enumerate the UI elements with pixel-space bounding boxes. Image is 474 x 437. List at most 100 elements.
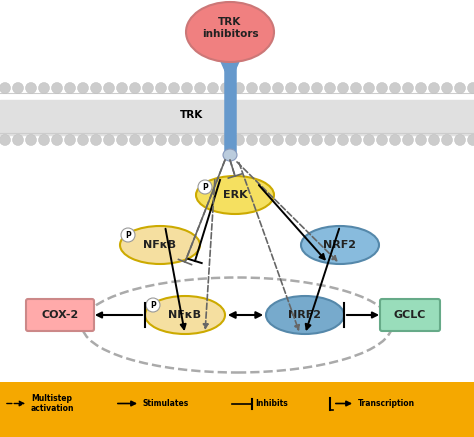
Circle shape [12, 83, 24, 94]
Circle shape [441, 83, 453, 94]
Circle shape [207, 21, 217, 31]
Circle shape [129, 83, 140, 94]
Circle shape [155, 135, 166, 146]
Circle shape [91, 83, 101, 94]
Circle shape [155, 83, 166, 94]
Circle shape [168, 135, 180, 146]
Circle shape [234, 135, 245, 146]
Text: P: P [202, 183, 208, 191]
Circle shape [12, 135, 24, 146]
Circle shape [220, 83, 231, 94]
Circle shape [26, 83, 36, 94]
Circle shape [350, 83, 362, 94]
Circle shape [52, 83, 63, 94]
Circle shape [325, 135, 336, 146]
Text: NFκB: NFκB [168, 310, 201, 320]
Circle shape [350, 135, 362, 146]
Circle shape [117, 83, 128, 94]
Circle shape [428, 83, 439, 94]
Text: Multistep
activation: Multistep activation [31, 394, 74, 413]
Circle shape [259, 135, 271, 146]
Circle shape [402, 83, 413, 94]
Circle shape [455, 135, 465, 146]
Circle shape [246, 83, 257, 94]
Bar [0, 382, 474, 437]
Circle shape [103, 135, 115, 146]
Text: COX-2: COX-2 [41, 310, 79, 320]
Ellipse shape [223, 149, 237, 161]
Circle shape [376, 135, 388, 146]
Circle shape [194, 135, 206, 146]
Circle shape [234, 83, 245, 94]
Circle shape [428, 135, 439, 146]
Circle shape [208, 135, 219, 146]
Circle shape [52, 135, 63, 146]
Text: Inhibits: Inhibits [255, 399, 288, 408]
Circle shape [182, 83, 192, 94]
Circle shape [390, 135, 401, 146]
Circle shape [0, 83, 10, 94]
Circle shape [26, 135, 36, 146]
Circle shape [208, 83, 219, 94]
Circle shape [194, 83, 206, 94]
Circle shape [143, 135, 154, 146]
Circle shape [121, 228, 135, 242]
Ellipse shape [145, 296, 225, 334]
Circle shape [273, 135, 283, 146]
Ellipse shape [186, 2, 274, 62]
Circle shape [182, 135, 192, 146]
Circle shape [91, 135, 101, 146]
Ellipse shape [196, 176, 274, 214]
Circle shape [129, 135, 140, 146]
Circle shape [390, 83, 401, 94]
Circle shape [416, 83, 427, 94]
Circle shape [78, 135, 89, 146]
Ellipse shape [266, 296, 344, 334]
Circle shape [38, 135, 49, 146]
Text: NRF2: NRF2 [323, 240, 356, 250]
Circle shape [273, 83, 283, 94]
Circle shape [311, 135, 322, 146]
Circle shape [220, 135, 231, 146]
Circle shape [246, 135, 257, 146]
Circle shape [64, 83, 75, 94]
Circle shape [337, 83, 348, 94]
Circle shape [285, 135, 297, 146]
Text: TRK: TRK [181, 110, 204, 120]
Circle shape [243, 21, 253, 31]
Text: Stimulates: Stimulates [143, 399, 189, 408]
Circle shape [402, 135, 413, 146]
Circle shape [364, 83, 374, 94]
Circle shape [325, 83, 336, 94]
Circle shape [78, 83, 89, 94]
Text: NFκB: NFκB [144, 240, 176, 250]
Circle shape [146, 298, 160, 312]
Circle shape [259, 83, 271, 94]
Circle shape [0, 135, 10, 146]
Circle shape [117, 135, 128, 146]
FancyBboxPatch shape [26, 299, 94, 331]
Text: NRF2: NRF2 [289, 310, 321, 320]
Text: P: P [125, 230, 131, 239]
Circle shape [311, 83, 322, 94]
Text: P: P [150, 301, 156, 309]
Circle shape [38, 83, 49, 94]
Circle shape [441, 135, 453, 146]
Text: Transcription: Transcription [358, 399, 415, 408]
Ellipse shape [301, 226, 379, 264]
Circle shape [198, 180, 212, 194]
Circle shape [299, 135, 310, 146]
Circle shape [467, 135, 474, 146]
Circle shape [364, 135, 374, 146]
Text: GCLC: GCLC [394, 310, 426, 320]
Circle shape [455, 83, 465, 94]
Circle shape [337, 135, 348, 146]
Circle shape [103, 83, 115, 94]
Circle shape [299, 83, 310, 94]
Circle shape [376, 83, 388, 94]
Circle shape [143, 83, 154, 94]
Circle shape [64, 135, 75, 146]
Circle shape [416, 135, 427, 146]
Circle shape [168, 83, 180, 94]
FancyBboxPatch shape [380, 299, 440, 331]
